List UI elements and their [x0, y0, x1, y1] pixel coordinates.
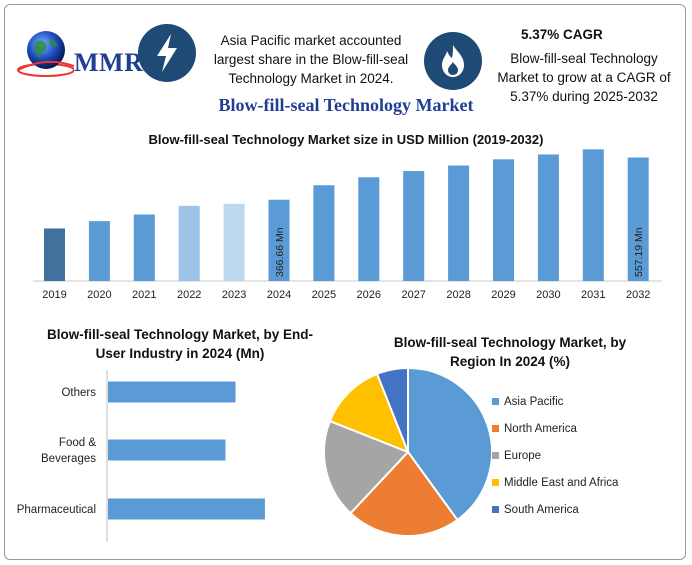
legend-item: Europe [492, 442, 618, 469]
hbar-1 [108, 439, 226, 461]
x-tick-label: 2029 [491, 289, 515, 301]
page-frame [4, 4, 686, 560]
x-tick-label: 2025 [312, 289, 336, 301]
region-chart-title: Blow-fill-seal Technology Market, by Reg… [393, 335, 627, 369]
legend-label: South America [504, 503, 579, 516]
x-tick-label: 2028 [446, 289, 470, 301]
bar-2022 [178, 205, 200, 281]
legend-label: Middle East and Africa [504, 476, 619, 489]
x-tick-label: 2030 [536, 289, 560, 301]
flame-icon [424, 32, 482, 90]
mmr-logo: MMR [14, 26, 143, 82]
bar-2030 [537, 154, 559, 281]
hbar-2 [108, 498, 265, 520]
legend-swatch [492, 452, 499, 459]
legend-item: Middle East and Africa [492, 469, 618, 496]
x-tick-label: 2024 [267, 289, 291, 301]
bar-data-label: 366.66 Mn [274, 227, 286, 277]
pie-slice-middle-east-and-africa [328, 372, 410, 454]
bar-2020 [88, 221, 110, 281]
lightning-icon [138, 24, 196, 82]
category-label: Pharmaceutical [17, 504, 96, 516]
bar-2019 [44, 228, 65, 281]
legend-swatch [492, 506, 499, 513]
pie-slice-asia-pacific [407, 366, 493, 522]
pie-slice-north-america [349, 450, 459, 537]
pie-legend: Asia Pacific North America Europe Middle Ea… [492, 388, 618, 523]
bar-2021 [133, 214, 155, 281]
legend-label: North America [504, 422, 577, 435]
logo-text: MMR [74, 48, 144, 77]
x-tick-label: 2022 [177, 289, 201, 301]
legend-item: South America [492, 496, 618, 523]
region-pie-chart [323, 366, 493, 537]
legend-label: Europe [504, 449, 542, 462]
x-tick-label: 2019 [42, 289, 66, 301]
page-title: Blow-fill-seal Technology Market [218, 95, 474, 115]
x-tick-label: 2032 [626, 289, 650, 301]
legend-item: North America [492, 415, 618, 442]
category-label: Food & [59, 437, 96, 449]
category-label: Beverages [41, 453, 96, 465]
globe-icon [17, 31, 75, 77]
end-user-chart-title: Blow-fill-seal Technology Market, by End… [46, 327, 314, 361]
bar-2029 [493, 159, 514, 281]
x-tick-label: 2021 [132, 289, 156, 301]
x-tick-label: 2026 [357, 289, 381, 301]
x-tick-label: 2023 [222, 289, 246, 301]
fact-asia-pacific: Asia Pacific market accounted largest sh… [213, 33, 409, 86]
legend-label: Asia Pacific [504, 395, 564, 408]
x-tick-label: 2020 [87, 289, 111, 301]
legend-item: Asia Pacific [492, 388, 618, 415]
legend-swatch [492, 425, 499, 432]
end-user-bar-chart: Others Food & Beverages Pharmaceutical [17, 370, 265, 542]
bar-2027 [403, 171, 425, 281]
category-label: Others [61, 387, 96, 399]
fact-cagr: Blow-fill-seal Technology Market to grow… [497, 51, 671, 104]
bar-2024 [268, 199, 290, 281]
market-size-bar-chart: 2019 2020 2021 2022 2023 2024 366.66 Mn 2025 202… [33, 149, 662, 301]
bar-2026 [358, 177, 380, 281]
x-tick-label: 2027 [401, 289, 425, 301]
bar-2025 [313, 185, 335, 281]
hbar-0 [108, 381, 236, 403]
bar-chart-title: Blow-fill-seal Technology Market size in… [148, 132, 544, 147]
legend-swatch [492, 479, 499, 486]
bar-2031 [582, 149, 604, 281]
legend-swatch [492, 398, 499, 405]
pie-slice-south-america [375, 366, 409, 453]
bar-2028 [448, 165, 470, 281]
bar-data-label: 557.19 Mn [633, 227, 645, 277]
cagr-title: 5.37% CAGR [521, 27, 603, 42]
bar-2023 [223, 203, 245, 281]
bar-2032 [627, 157, 649, 281]
x-tick-label: 2031 [581, 289, 605, 301]
